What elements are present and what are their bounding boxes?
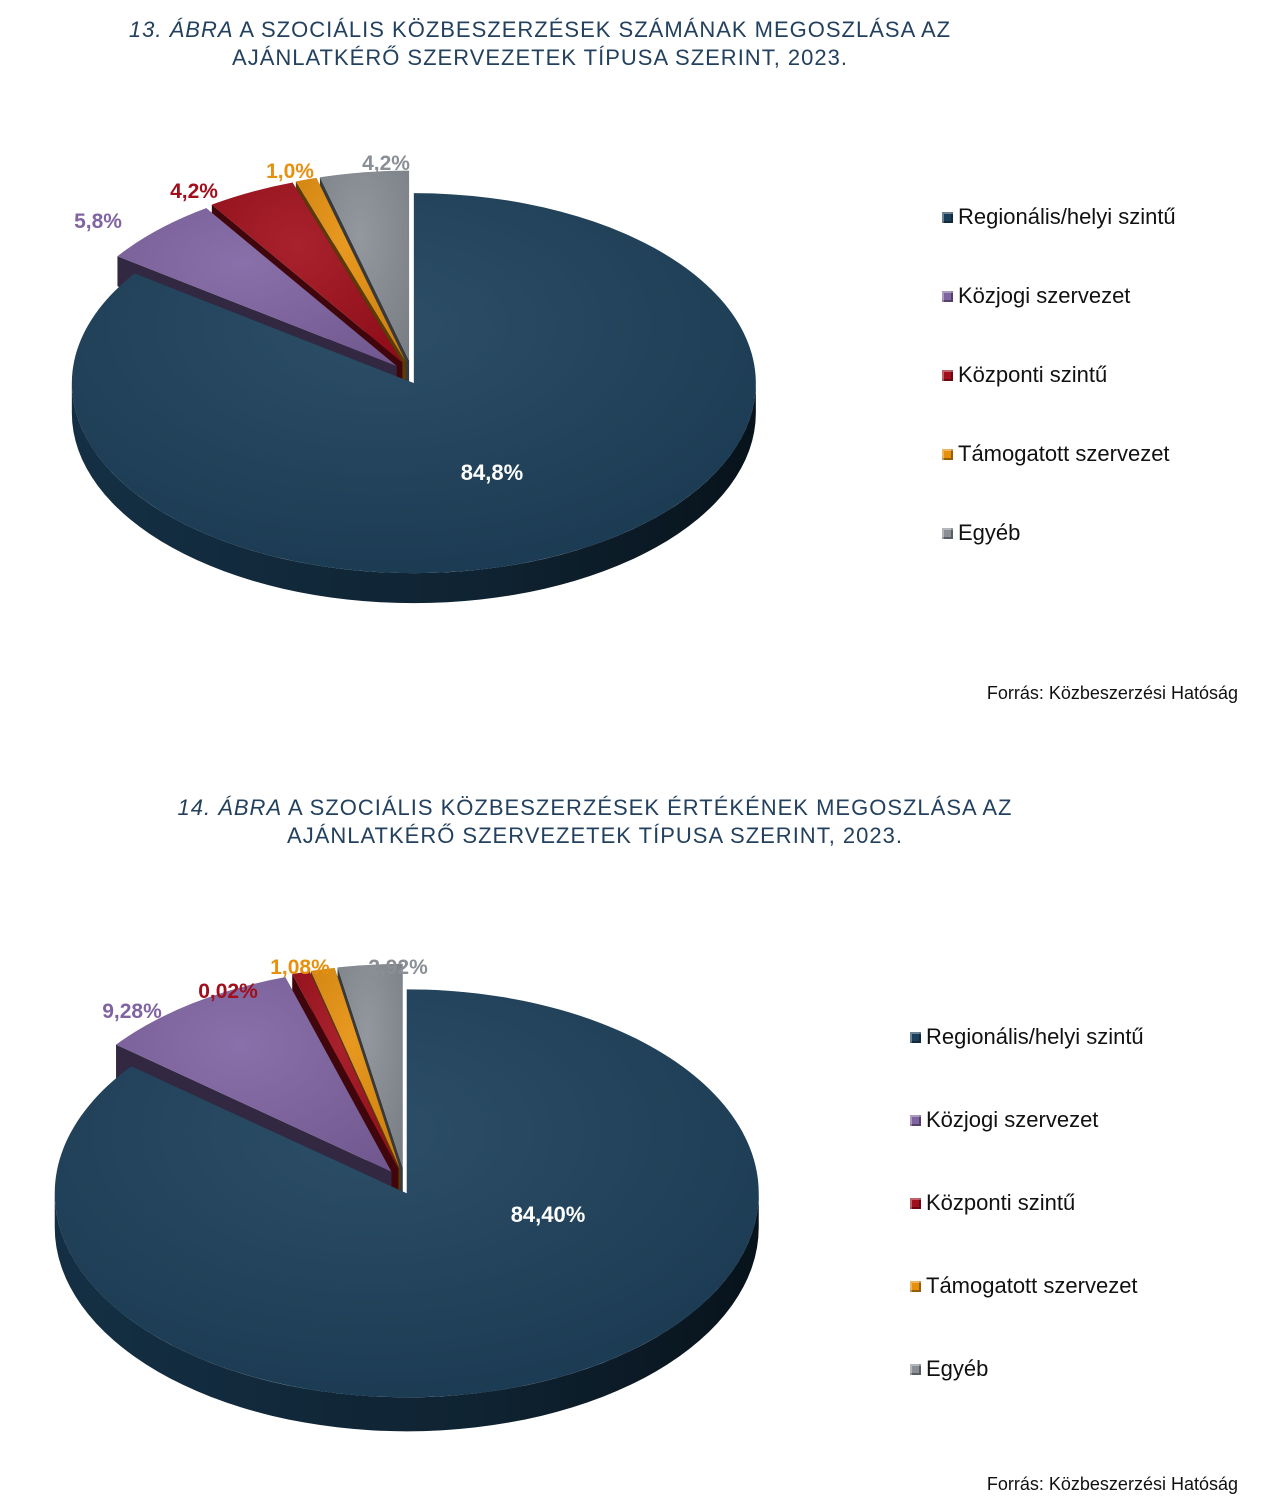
data-label-kozjogi-szervezet: 5,8% [74, 210, 122, 233]
figure-number: 14. ÁBRA [177, 795, 283, 820]
data-label-kozjogi-szervezet: 9,28% [102, 1000, 162, 1023]
legend-label: Közjogi szervezet [926, 1107, 1099, 1132]
pie-slice-wall [71, 383, 756, 604]
legend-swatch [942, 211, 953, 223]
pie-slice-top [71, 193, 756, 574]
figure-title: 13. ÁBRA A SZOCIÁLIS KÖZBESZERZÉSEK SZÁM… [0, 16, 1080, 72]
legend-item-tamogatott-szervezet: Támogatott szervezet [942, 441, 1170, 467]
figure-title-line-1: A SZOCIÁLIS KÖZBESZERZÉSEK SZÁMÁNAK MEGO… [233, 17, 952, 42]
pie-slice-top [295, 177, 406, 362]
legend-label: Támogatott szervezet [958, 441, 1170, 466]
legend-swatch [910, 1031, 921, 1043]
legend-swatch [942, 369, 953, 381]
legend-label: Közjogi szervezet [958, 283, 1131, 308]
legend-item-kozjogi-szervezet: Közjogi szervezet [910, 1107, 1098, 1133]
legend-item-egyeb: Egyéb [942, 520, 1020, 546]
figure-title-line-2: AJÁNLATKÉRŐ SZERVEZETEK TÍPUSA SZERINT, … [287, 823, 903, 848]
pie-slice-top [337, 963, 403, 1168]
legend-label: Központi szintű [958, 362, 1108, 387]
data-label-regionalis-helyi-szintu: 84,8% [461, 460, 523, 485]
data-label-tamogatott-szervezet: 1,0% [266, 160, 314, 183]
data-label-egyeb: 4,2% [362, 152, 410, 175]
legend-label: Regionális/helyi szintű [926, 1024, 1144, 1049]
legend-item-regionalis-helyi-szintu: Regionális/helyi szintű [942, 204, 1176, 230]
legend-item-kozjogi-szervezet: Közjogi szervezet [942, 283, 1130, 309]
pie-slice-top [116, 977, 392, 1172]
legend-item-tamogatott-szervezet: Támogatott szervezet [910, 1273, 1138, 1299]
data-label-kozponti-szintu: 4,2% [170, 180, 218, 203]
data-label-tamogatott-szervezet: 1,08% [270, 956, 330, 979]
pie-chart: 84,40% 9,28% 0,02% 1,08% 2,92% [54, 956, 759, 1432]
legend-label: Egyéb [926, 1356, 989, 1381]
pie-slice-top [117, 208, 397, 366]
chart-legend: Regionális/helyi szintű Közjogi szervezet… [910, 1020, 1250, 1400]
figure-13: 13. ÁBRA A SZOCIÁLIS KÖZBESZERZÉSEK SZÁM… [0, 0, 1280, 740]
legend-item-kozponti-szintu: Központi szintű [942, 362, 1107, 388]
legend-label: Támogatott szervezet [926, 1273, 1138, 1298]
legend-swatch [910, 1363, 921, 1375]
figure-title-line-2: AJÁNLATKÉRŐ SZERVEZETEK TÍPUSA SZERINT, … [232, 45, 848, 70]
data-label-egyeb: 2,92% [368, 956, 428, 979]
figure-title: 14. ÁBRA A SZOCIÁLIS KÖZBESZERZÉSEK ÉRTÉ… [0, 794, 1190, 850]
legend-item-regionalis-helyi-szintu: Regionális/helyi szintű [910, 1024, 1144, 1050]
data-label-regionalis-helyi-szintu: 84,40% [511, 1202, 586, 1227]
legend-swatch [942, 290, 953, 302]
pie-slice-top [54, 989, 759, 1398]
legend-swatch [910, 1114, 921, 1126]
source-note: Forrás: Közbeszerzési Hatóság [986, 683, 1238, 703]
legend-swatch [942, 448, 953, 460]
pie-slice-top [292, 971, 399, 1169]
source-note: Forrás: Közbeszerzési Hatóság [986, 1474, 1238, 1494]
legend-label: Regionális/helyi szintű [958, 204, 1176, 229]
legend-swatch [910, 1197, 921, 1209]
pie-slice-regionalis-helyi-szintu [54, 989, 759, 1432]
legend-swatch [942, 527, 953, 539]
chart-legend: Regionális/helyi szintű Közjogi szervezet… [942, 200, 1262, 560]
pie-slice-top [211, 182, 403, 363]
legend-label: Egyéb [958, 520, 1021, 545]
legend-label: Központi szintű [926, 1190, 1076, 1215]
data-label-kozponti-szintu: 0,02% [198, 980, 258, 1003]
legend-item-kozponti-szintu: Központi szintű [910, 1190, 1075, 1216]
pie-slice-wall [54, 1193, 759, 1432]
figure-title-line-1: A SZOCIÁLIS KÖZBESZERZÉSEK ÉRTÉKÉNEK MEG… [282, 795, 1013, 820]
legend-swatch [910, 1280, 921, 1292]
figure-14: 14. ÁBRA A SZOCIÁLIS KÖZBESZERZÉSEK ÉRTÉ… [0, 760, 1280, 1505]
pie-slice-top [310, 967, 400, 1169]
legend-item-egyeb: Egyéb [910, 1356, 988, 1382]
figure-number: 13. ÁBRA [128, 17, 234, 42]
pie-slice-regionalis-helyi-szintu [71, 193, 756, 604]
pie-chart: 84,8% 5,8% 4,2% 1,0% 4,2% [71, 152, 756, 604]
pie-slice-top [319, 170, 410, 361]
